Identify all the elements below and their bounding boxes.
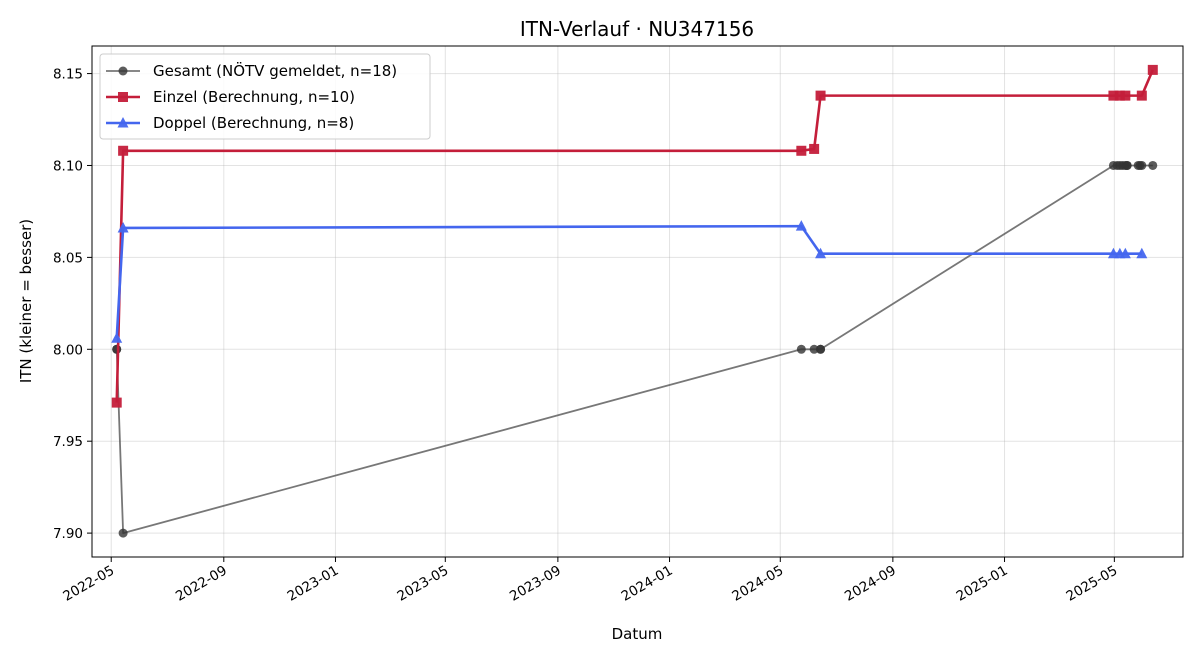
legend-marker [118, 92, 128, 102]
x-tick-label: 2022-09 [173, 563, 230, 605]
legend-item: Einzel (Berechnung, n=10) [106, 88, 355, 106]
legend-item: Doppel (Berechnung, n=8) [106, 114, 354, 132]
series-line [115, 224, 1142, 339]
legend-item: Gesamt (NÖTV gemeldet, n=18) [106, 61, 397, 80]
data-point [1147, 64, 1158, 75]
data-point [815, 90, 826, 101]
y-axis: 7.90 7.95 8.00 8.05 8.10 8.15 [53, 67, 92, 542]
data-point [111, 332, 123, 343]
data-point [1120, 90, 1131, 101]
data-point [1137, 160, 1147, 170]
data-point [795, 220, 807, 231]
y-tick-label: 8.15 [53, 67, 83, 83]
series-square [111, 64, 1158, 408]
data-point [1108, 90, 1119, 101]
y-tick-label: 8.05 [53, 250, 83, 266]
legend-label: Gesamt (NÖTV gemeldet, n=18) [153, 61, 397, 80]
x-tick-label: 2025-05 [1064, 563, 1121, 605]
x-tick-label: 2022-05 [60, 563, 117, 605]
x-tick-label: 2024-09 [842, 563, 899, 605]
data-point [1119, 247, 1131, 259]
legend-marker [118, 66, 128, 76]
legend: Gesamt (NÖTV gemeldet, n=18) Einzel (Bere… [99, 53, 431, 140]
x-tick-label: 2025-01 [954, 563, 1011, 605]
y-axis-label: ITN (kleiner = besser) [17, 219, 35, 383]
data-point [118, 145, 129, 156]
x-tick-label: 2024-01 [619, 563, 676, 605]
plot-frame [91, 45, 1184, 558]
legend-box [99, 53, 431, 140]
data-point [1122, 160, 1132, 170]
y-tick-label: 8.00 [53, 342, 83, 358]
y-tick-label: 7.90 [53, 526, 83, 542]
data-point [1136, 247, 1148, 259]
x-tick-label: 2023-09 [507, 563, 564, 605]
series-layer [111, 64, 1158, 538]
data-point [809, 143, 820, 154]
data-point [111, 397, 122, 408]
data-point [809, 344, 819, 354]
data-point [117, 221, 129, 233]
x-tick-label: 2023-01 [285, 563, 342, 605]
legend-label: Einzel (Berechnung, n=10) [153, 88, 355, 106]
data-point [1114, 90, 1125, 101]
grid [92, 46, 1183, 557]
data-point [816, 344, 826, 354]
y-tick-label: 7.95 [53, 434, 83, 450]
series-line [115, 69, 1154, 403]
data-point [118, 528, 128, 538]
x-axis-label: Datum [612, 625, 663, 643]
data-point [796, 344, 806, 354]
data-point [815, 247, 827, 259]
legend-marker [117, 117, 129, 128]
data-point [1136, 90, 1147, 101]
data-point [1148, 160, 1158, 170]
chart-title: ITN-Verlauf · NU347156 [520, 17, 754, 41]
series-circle [112, 160, 1158, 538]
series-triangle [111, 220, 1148, 343]
x-axis: 2022-05 2022-09 2023-01 2023-05 2023-09 2024-… [60, 557, 1120, 605]
legend-label: Doppel (Berechnung, n=8) [153, 114, 354, 132]
x-tick-label: 2024-05 [729, 563, 786, 605]
data-point [796, 145, 807, 156]
y-tick-label: 8.10 [53, 158, 83, 174]
x-tick-label: 2023-05 [394, 563, 451, 605]
